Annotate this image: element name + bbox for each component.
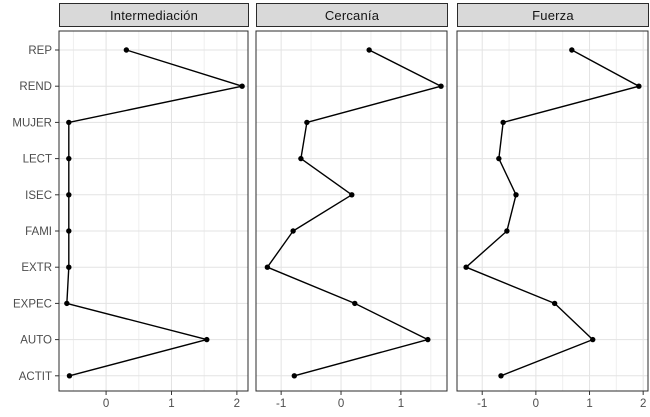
data-point [463,264,469,270]
data-point [290,228,296,234]
data-point [123,47,130,53]
data-point [352,300,358,307]
x-tick-label: 2 [234,398,240,410]
facet-strip-intermediacion: Intermediación [59,3,249,27]
data-point [304,119,310,126]
x-tick-label: 0 [103,398,109,410]
y-axis-label: AUTO [20,335,52,347]
data-point [298,155,304,162]
panel-border [58,30,249,392]
data-point [498,373,504,379]
y-axis-label: ISEC [25,190,52,202]
y-axis-label: EXPEC [13,298,52,310]
data-point [264,264,271,270]
y-axis-label: FAMI [25,226,52,238]
data-point [66,192,72,198]
facet-title: Fuerza [532,7,574,23]
panel-border [255,30,448,392]
data-point [366,47,372,53]
panel-border [456,30,649,392]
facet-title: Cercanía [324,7,380,23]
x-tick-label: 1 [586,398,592,410]
data-point [64,300,70,307]
facet-strip-fuerza: Fuerza [457,3,649,27]
data-point [204,336,210,343]
data-point [66,119,72,126]
x-tick-label: -1 [276,398,286,410]
data-point [66,228,72,234]
y-axis-label: REP [28,45,52,57]
data-point [636,83,642,89]
data-point [239,83,245,89]
y-axis-label: ACTIT [19,371,52,383]
x-tick-label: 1 [168,398,174,410]
x-tick-label: 2 [640,398,646,410]
data-point [349,192,355,198]
profile-line [66,49,243,377]
data-point [551,300,558,307]
y-axis-label: EXTR [21,262,52,274]
data-point [66,264,72,270]
y-axis-label: REND [19,81,52,93]
data-point [513,192,519,198]
data-point [438,83,444,89]
x-tick-label: 0 [338,398,344,410]
profile-line [266,49,442,377]
x-tick-label: 0 [533,398,539,410]
data-point [590,336,596,343]
facet-title: Intermediación [109,7,199,23]
facet-strip-cercania: Cercanía [256,3,448,27]
data-point [291,373,298,379]
y-axis-label: LECT [23,154,52,166]
profile-line [465,49,640,377]
data-point [66,373,73,379]
x-tick-label: -1 [477,398,487,410]
y-axis-label: MUJER [12,117,52,129]
data-point [496,155,502,162]
data-point [569,47,575,53]
x-tick-label: 1 [398,398,404,410]
data-point [500,119,506,126]
data-point [425,336,431,343]
data-point [66,155,72,162]
data-point [504,228,510,234]
